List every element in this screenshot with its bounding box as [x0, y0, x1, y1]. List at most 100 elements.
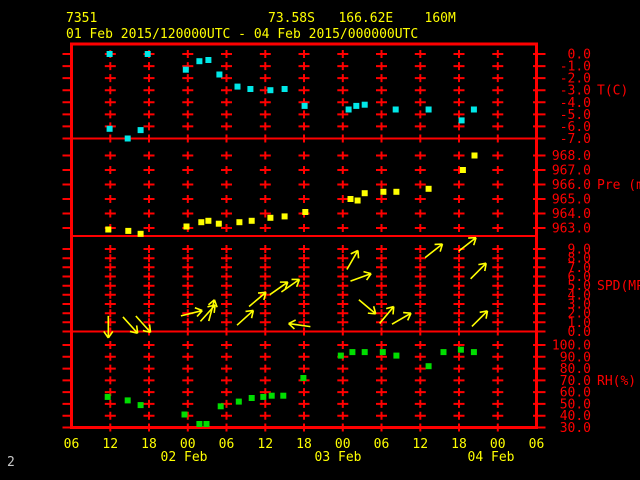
- humidity-point: [181, 411, 188, 418]
- axis-label: -1.0: [560, 60, 591, 75]
- axis-label: 968.0: [552, 149, 591, 164]
- humidity-point: [203, 421, 210, 427]
- station-coordinates: 73.58S 166.62E 160M: [268, 11, 456, 26]
- axis-label: 6.0: [568, 270, 591, 285]
- humidity-point: [457, 346, 464, 353]
- axis-label: 965.0: [552, 193, 591, 208]
- wind-arrow-icon: [280, 278, 301, 293]
- pressure-point: [380, 188, 387, 195]
- temperature-point: [124, 135, 131, 142]
- pressure-point: [393, 188, 400, 195]
- grid-crosses-temperature: [104, 50, 504, 143]
- pressure-point: [361, 190, 368, 197]
- wind-arrows: [103, 236, 489, 339]
- wind-arrow-icon: [350, 270, 372, 282]
- axis-label: 30.0: [560, 421, 591, 436]
- axis-label: 40.0: [560, 409, 591, 424]
- wind-arrow-icon: [424, 243, 444, 259]
- axis-label: 964.0: [552, 207, 591, 222]
- axis-label: 12: [102, 437, 118, 452]
- humidity-point: [470, 349, 477, 356]
- temperature-point: [281, 86, 288, 92]
- pressure-point: [137, 230, 144, 237]
- wind-arrow-icon: [471, 310, 489, 328]
- axis-label: 18: [296, 437, 312, 452]
- humidity-point: [235, 398, 242, 405]
- pressure-point: [198, 219, 205, 226]
- grid-crosses-pressure: [104, 151, 504, 232]
- page-number: 2: [7, 455, 15, 470]
- pressure-point: [347, 196, 354, 202]
- axis-label: 966.0: [552, 178, 591, 193]
- pressure-point: [281, 213, 288, 220]
- axis-label: 06: [64, 437, 80, 452]
- humidity-point: [361, 349, 368, 356]
- temperature-point: [106, 51, 113, 57]
- wind-arrow-icon: [346, 249, 360, 270]
- wind-arrow-icon: [103, 315, 114, 339]
- axis-label: 80.0: [560, 362, 591, 377]
- axis-label: 0.0: [568, 48, 591, 63]
- temperature-point: [234, 83, 241, 90]
- axis-label: SPD(MPS): [597, 279, 640, 294]
- humidity-point: [260, 393, 267, 400]
- humidity-point: [425, 363, 432, 370]
- axis-label: 00: [490, 437, 506, 452]
- wind-arrow-icon: [207, 299, 218, 322]
- humidity-point: [349, 349, 356, 356]
- humidity-series: [104, 346, 477, 427]
- axis-label: 5.0: [568, 279, 591, 294]
- axis-label: 9.0: [568, 243, 591, 258]
- temperature-point: [106, 125, 113, 132]
- axis-label: 100.0: [552, 339, 591, 354]
- panel-temperature: 0.0-1.0-2.0-3.0-4.0-5.0-6.0-7.0 T(C): [62, 48, 628, 147]
- axis-label: 2.0: [568, 307, 591, 322]
- humidity-point: [248, 395, 255, 401]
- temperature-point: [137, 127, 144, 134]
- wind-arrow-icon: [135, 315, 152, 334]
- humidity-point: [440, 349, 447, 356]
- time-axis: 06 12 18 00 06 12 18 00 06 12 18 00 06 02 Feb 03 Feb 04…: [64, 437, 545, 465]
- temperature-point: [470, 106, 477, 113]
- wind-arrow-icon: [248, 291, 267, 308]
- axis-label: 7.0: [568, 261, 591, 276]
- axis-label: 50.0: [560, 397, 591, 412]
- pressure-point: [183, 223, 190, 230]
- axis-label: -5.0: [560, 108, 591, 123]
- temperature-point: [301, 102, 308, 109]
- pressure-point: [105, 226, 112, 233]
- station-id: 7351: [66, 11, 98, 26]
- temperature-point: [345, 106, 352, 113]
- axis-label: -2.0: [560, 72, 591, 87]
- axis-ticks-humidity: [62, 344, 546, 429]
- axis-label: T(C): [597, 84, 628, 99]
- temperature-point: [216, 71, 223, 78]
- time-range: 01 Feb 2015/120000UTC - 04 Feb 2015/0000…: [66, 27, 419, 42]
- axis-label: 70.0: [560, 374, 591, 389]
- axis-label: 00: [335, 437, 351, 452]
- wind-arrow-icon: [236, 309, 255, 326]
- temperature-point: [205, 57, 212, 63]
- wind-arrow-icon: [358, 299, 377, 315]
- axis-label: 963.0: [552, 222, 591, 237]
- panel-humidity: 100.090.080.070.060.050.040.030.0 RH(%): [62, 339, 636, 436]
- panel-wind_speed: 9.08.07.06.05.04.03.02.01.00.0 SPD(MPS): [62, 243, 640, 340]
- axis-ticks-pressure: [62, 154, 546, 229]
- humidity-point: [393, 352, 400, 359]
- wind-arrow-icon: [180, 306, 203, 318]
- humidity-point: [268, 392, 275, 399]
- humidity-point: [300, 375, 307, 381]
- axis-label: 02 Feb: [161, 450, 208, 465]
- pressure-point: [267, 214, 274, 221]
- axis-label: 0.0: [568, 325, 591, 340]
- axis-label: 18: [141, 437, 157, 452]
- temperature-point: [353, 102, 360, 109]
- axis-label: 90.0: [560, 350, 591, 365]
- humidity-point: [217, 403, 224, 410]
- humidity-point: [124, 397, 131, 404]
- humidity-point: [196, 421, 203, 427]
- humidity-point: [137, 402, 144, 409]
- humidity-point: [104, 393, 111, 400]
